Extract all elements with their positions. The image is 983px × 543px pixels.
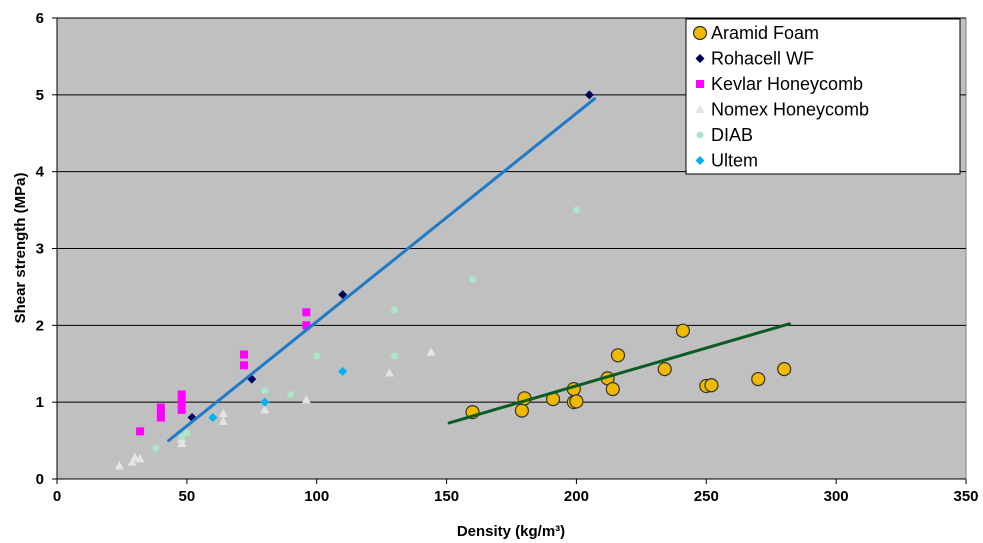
legend-item-kevlar-honeycomb: Kevlar Honeycomb	[696, 74, 863, 94]
legend-item-nomex-honeycomb: Nomex Honeycomb	[695, 100, 869, 120]
kevlar-honeycomb-point	[239, 350, 248, 359]
y-axis-title: Shear strength (MPa)	[12, 173, 29, 324]
nomex-honeycomb-point	[218, 408, 228, 418]
legend-marker-kevlar-honeycomb	[696, 80, 704, 88]
nomex-honeycomb-point	[130, 452, 140, 461]
aramid-foam-point	[704, 378, 719, 393]
y-tick-label: 0	[36, 471, 44, 488]
y-tick-label: 4	[36, 164, 45, 181]
x-tick-label: 150	[434, 488, 459, 505]
trendline-2	[447, 322, 791, 425]
legend-label-kevlar-honeycomb: Kevlar Honeycomb	[711, 74, 863, 94]
y-tick-label: 6	[36, 10, 44, 27]
ultem-point	[208, 413, 218, 423]
diab-point	[572, 206, 580, 214]
nomex-honeycomb-point	[218, 416, 228, 425]
trendline-1	[167, 97, 597, 443]
rohacell-wf-point	[584, 90, 594, 100]
nomex-honeycomb-point	[127, 457, 137, 466]
legend-label-aramid-foam: Aramid Foam	[711, 23, 819, 43]
diab-point	[287, 390, 295, 398]
x-tick-label: 0	[53, 488, 61, 505]
legend-label-rohacell-wf: Rohacell WF	[711, 49, 814, 69]
diab-point	[469, 275, 477, 283]
legend-marker-diab	[696, 131, 704, 139]
aramid-foam-point	[605, 382, 620, 397]
diab-point	[391, 352, 399, 360]
kevlar-honeycomb-point	[177, 398, 186, 407]
aramid-foam-point	[777, 362, 792, 377]
diab-point	[391, 306, 399, 314]
legend-marker-aramid-foam	[692, 25, 708, 41]
aramid-foam-point	[610, 348, 626, 363]
diab-point	[261, 387, 269, 395]
ultem-point	[260, 397, 270, 407]
nomex-honeycomb-point	[260, 404, 270, 414]
kevlar-honeycomb-point	[302, 308, 311, 317]
kevlar-honeycomb-point	[156, 403, 165, 412]
grid-lines	[57, 17, 966, 403]
legend-label-ultem: Ultem	[711, 151, 758, 171]
diab-point	[178, 433, 186, 441]
nomex-honeycomb-point	[114, 460, 124, 470]
kevlar-honeycomb-point	[177, 390, 186, 399]
legend-items: Aramid Foam Rohacell WF Kevlar Honeycomb No…	[692, 23, 869, 171]
y-tick-label: 1	[36, 394, 44, 411]
trendlines	[167, 97, 791, 443]
y-tick-label: 5	[36, 87, 44, 104]
aramid-foam-point	[657, 362, 672, 377]
x-tick-label: 100	[304, 488, 329, 505]
diab-point	[183, 429, 191, 437]
kevlar-honeycomb-point	[136, 427, 145, 436]
nomex-honeycomb-point	[177, 438, 187, 448]
nomex-honeycomb-point	[135, 454, 145, 463]
legend: Aramid Foam Rohacell WF Kevlar Honeycomb No…	[685, 18, 961, 175]
x-tick-label: 250	[694, 488, 719, 505]
tick-labels: 0 50 100 150 200 250 300 350 0 1 2 3 4 5 6	[36, 10, 979, 505]
legend-item-ultem: Ultem	[695, 151, 758, 171]
ultem-point	[338, 366, 348, 376]
nomex-honeycomb-point	[301, 394, 311, 404]
kevlar-honeycomb-point	[239, 361, 248, 370]
kevlar-honeycomb-point	[177, 405, 186, 414]
legend-item-aramid-foam: Aramid Foam	[692, 23, 819, 43]
rohacell-wf-point	[338, 290, 348, 300]
legend-item-rohacell-wf: Rohacell WF	[695, 49, 814, 69]
nomex-honeycomb-point	[426, 347, 436, 356]
y-tick-label: 2	[36, 317, 44, 334]
y-tick-label: 3	[36, 241, 44, 258]
kevlar-honeycomb-point	[302, 321, 311, 330]
diab-point	[313, 352, 321, 360]
aramid-foam-point	[675, 323, 691, 338]
legend-marker-ultem	[695, 156, 705, 165]
legend-marker-nomex-honeycomb	[695, 104, 705, 113]
legend-item-diab: DIAB	[696, 125, 753, 145]
x-axis-title: Density (kg/m³)	[457, 523, 565, 540]
aramid-foam-point	[514, 403, 529, 418]
legend-label-diab: DIAB	[711, 125, 753, 145]
diab-point	[152, 444, 160, 452]
legend-label-nomex-honeycomb: Nomex Honeycomb	[711, 100, 869, 120]
legend-marker-rohacell-wf	[695, 54, 705, 63]
x-tick-label: 300	[824, 488, 849, 505]
aramid-foam-point	[751, 372, 766, 387]
x-tick-label: 350	[953, 488, 978, 505]
kevlar-honeycomb-point	[156, 409, 165, 418]
legend-box	[685, 18, 961, 175]
x-tick-label: 50	[179, 488, 196, 505]
aramid-foam-point	[569, 394, 584, 409]
x-tick-label: 200	[564, 488, 589, 505]
nomex-honeycomb-point	[384, 367, 394, 377]
